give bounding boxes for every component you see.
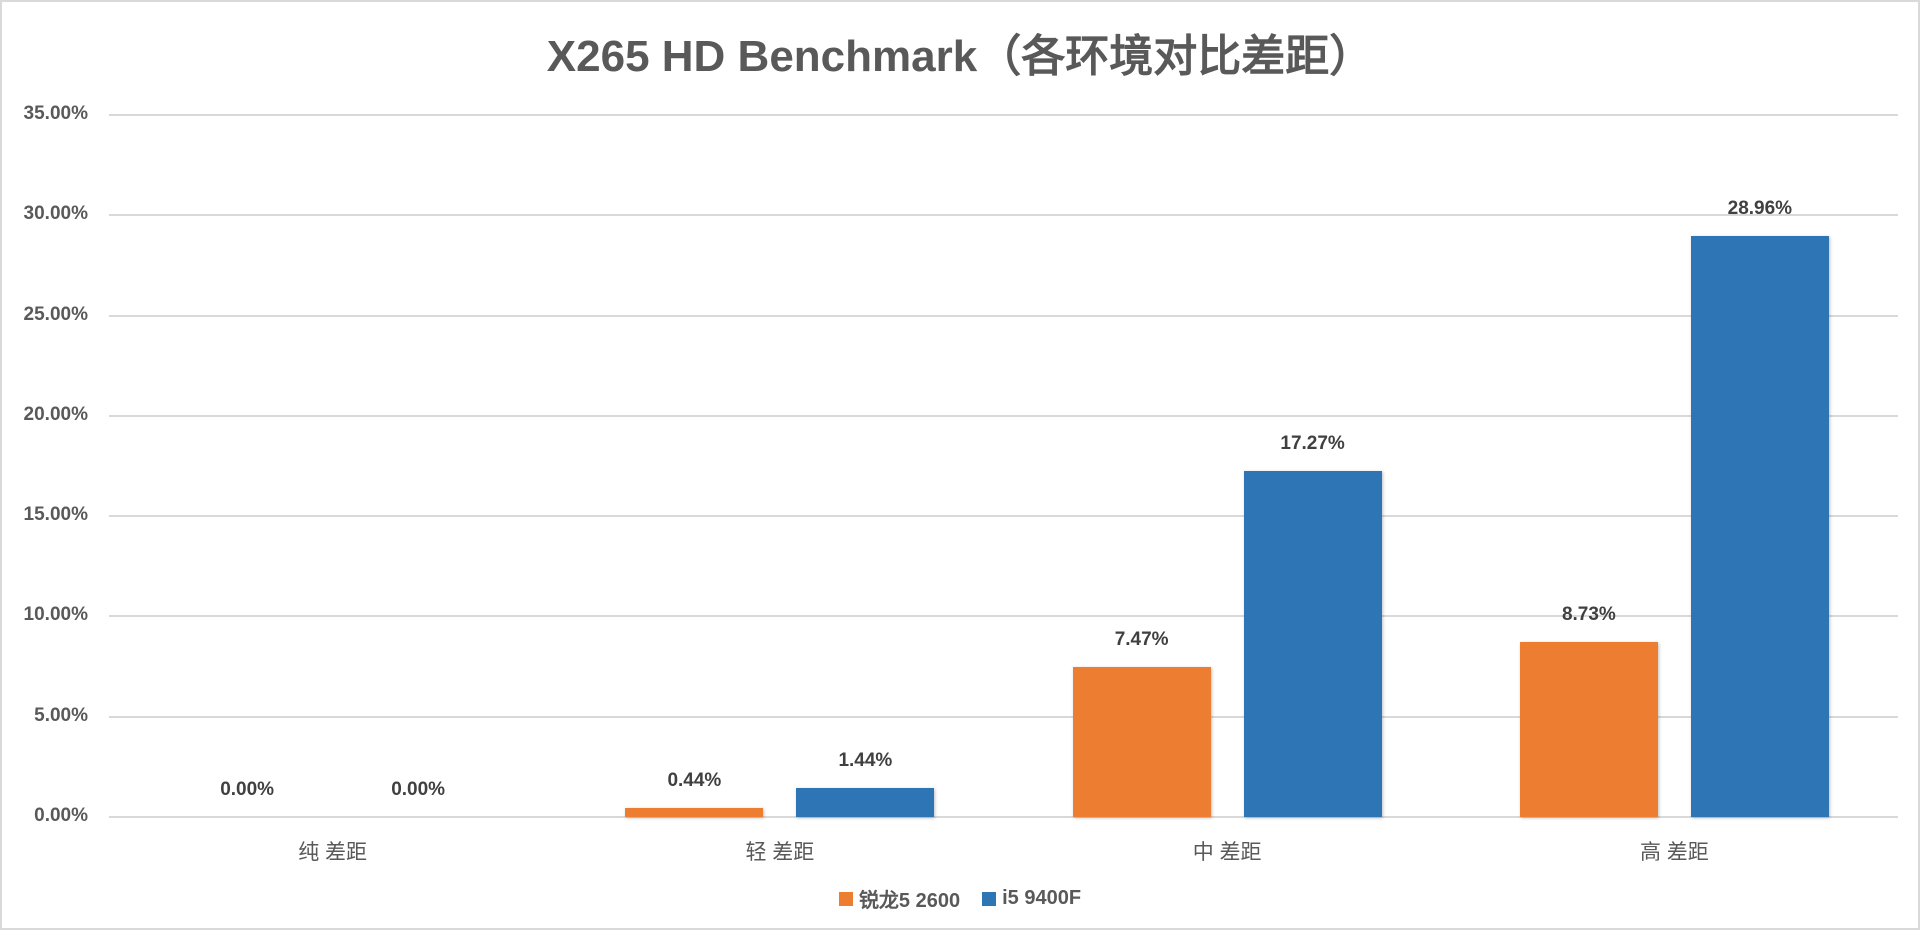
bar-i5[interactable] xyxy=(1243,470,1382,817)
legend-swatch-blue xyxy=(982,891,997,906)
legend-item-ryzen[interactable]: 锐龙5 2600 xyxy=(838,884,961,913)
y-tick-label: 25.00% xyxy=(23,303,88,325)
chart-title: X265 HD Benchmark（各环境对比差距） xyxy=(546,32,1374,81)
gridline xyxy=(109,113,1898,116)
y-tick-label: 10.00% xyxy=(23,604,88,626)
x-category-label: 中 差距 xyxy=(1192,841,1262,864)
bar-ryzen[interactable] xyxy=(1519,641,1658,817)
legend: 锐龙5 2600 i5 9400F xyxy=(2,884,1918,913)
data-label: 1.44% xyxy=(838,750,893,772)
gridline xyxy=(109,715,1898,718)
data-label: 28.96% xyxy=(1727,198,1793,220)
x-category-label: 高 差距 xyxy=(1639,841,1709,864)
y-tick-label: 20.00% xyxy=(23,403,88,425)
bar-i5[interactable] xyxy=(796,788,935,817)
data-label: 0.44% xyxy=(667,770,722,792)
bar-i5[interactable] xyxy=(1690,236,1829,817)
data-label: 17.27% xyxy=(1280,432,1345,454)
y-tick-label: 0.00% xyxy=(34,805,88,826)
x-category-label: 轻 差距 xyxy=(745,841,815,864)
y-tick-label: 5.00% xyxy=(34,704,88,726)
gridline xyxy=(109,615,1898,618)
gridline xyxy=(109,816,1898,818)
legend-label: 锐龙5 2600 xyxy=(858,890,961,912)
gridline xyxy=(109,314,1898,317)
gridline xyxy=(109,214,1898,217)
y-tick-label: 35.00% xyxy=(23,102,88,124)
data-label: 7.47% xyxy=(1114,629,1169,651)
legend-label: i5 9400F xyxy=(1002,887,1082,909)
gridline xyxy=(109,414,1898,417)
data-label: 0.00% xyxy=(220,779,275,800)
y-tick-label: 15.00% xyxy=(23,504,88,526)
data-label: 8.73% xyxy=(1561,603,1616,625)
gridline xyxy=(109,515,1898,518)
y-tick-label: 30.00% xyxy=(23,203,88,225)
x-category-label: 纯 差距 xyxy=(298,841,368,864)
legend-swatch-orange xyxy=(838,891,853,906)
data-label: 0.00% xyxy=(391,779,446,800)
legend-item-i5[interactable]: i5 9400F xyxy=(982,884,1081,913)
bar-ryzen[interactable] xyxy=(1072,667,1211,817)
bar-ryzen[interactable] xyxy=(625,808,764,817)
